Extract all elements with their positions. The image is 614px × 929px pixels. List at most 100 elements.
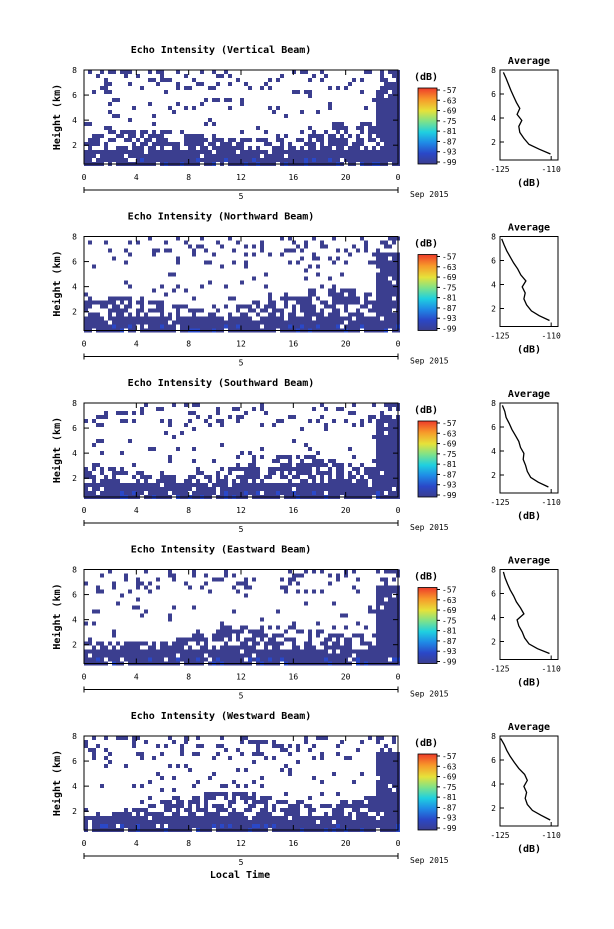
x-tick-label: 16	[289, 340, 299, 349]
average-frame	[499, 402, 559, 494]
colorbar-tick-label: -69	[442, 606, 457, 615]
colorbar-tick-label: -99	[442, 158, 457, 167]
average-x-tick-label: -110	[542, 165, 561, 174]
colorbar-unit: (dB)	[414, 405, 438, 416]
colorbar-unit: (dB)	[414, 72, 438, 83]
y-tick-label: 8	[72, 399, 77, 408]
colorbar	[417, 753, 438, 831]
colorbar-tick-label: -57	[442, 419, 457, 428]
y-tick-label: 8	[72, 233, 77, 242]
average-y-tick-label: 4	[491, 614, 496, 623]
average-profile-line	[501, 238, 550, 322]
average-y-tick-label: 8	[491, 566, 496, 575]
date-label: Sep 2015	[410, 690, 449, 699]
x-tick-label: 0	[82, 506, 87, 515]
x-tick-label: 0	[82, 839, 87, 848]
average-x-tick-label: -110	[542, 498, 561, 507]
x-tick-label: 0	[82, 340, 87, 349]
x-tick-label: 20	[341, 506, 351, 515]
y-tick-label: 2	[72, 807, 77, 816]
x-tick-label: 8	[186, 839, 191, 848]
panel-title: Echo Intensity (Southward Beam)	[128, 377, 315, 389]
colorbar-tick-label: -69	[442, 273, 457, 282]
average-y-tick-label: 8	[491, 66, 496, 75]
panel-title: Echo Intensity (Westward Beam)	[131, 710, 312, 722]
colorbar-tick-label: -57	[442, 586, 457, 595]
x-tick-label: 12	[236, 340, 246, 349]
day-label: 5	[239, 359, 244, 368]
x-tick-label: 8	[186, 673, 191, 682]
average-y-tick-label: 2	[491, 804, 496, 813]
day-label: 5	[239, 858, 244, 867]
average-y-tick-label: 2	[491, 138, 496, 147]
y-axis-label: Height (km)	[51, 583, 63, 649]
x-tick-label: 20	[341, 839, 351, 848]
average-y-tick-label: 6	[491, 90, 496, 99]
colorbar-tick-label: -63	[442, 596, 457, 605]
colorbar-tick-label: -99	[442, 491, 457, 500]
average-x-tick-label: -125	[490, 332, 509, 341]
x-tick-label: 20	[341, 173, 351, 182]
panel-3: Echo Intensity (Southward Beam)0 4 8 12 16 20…	[51, 377, 561, 534]
y-tick-label: 6	[72, 591, 77, 600]
colorbar-tick-label: -87	[442, 470, 457, 479]
x-tick-label: 0	[396, 839, 401, 848]
colorbar-tick-label: -63	[442, 96, 457, 105]
average-x-label: (dB)	[517, 511, 541, 522]
average-y-tick-label: 6	[491, 756, 496, 765]
colorbar-tick-label: -99	[442, 658, 457, 667]
colorbar-tick-label: -63	[442, 429, 457, 438]
x-tick-label: 16	[289, 673, 299, 682]
colorbar-tick-label: -81	[442, 460, 457, 469]
x-tick-label: 4	[134, 173, 139, 182]
x-tick-label: 16	[289, 839, 299, 848]
average-x-label: (dB)	[517, 178, 541, 189]
y-tick-label: 4	[72, 449, 77, 458]
y-tick-label: 6	[72, 757, 77, 766]
average-y-tick-label: 2	[491, 471, 496, 480]
colorbar-tick-label: -57	[442, 752, 457, 761]
average-y-tick-label: 8	[491, 233, 496, 242]
average-frame	[499, 69, 559, 161]
average-x-tick-label: -125	[490, 498, 509, 507]
day-label: 5	[239, 192, 244, 201]
y-tick-label: 4	[72, 283, 77, 292]
x-tick-label: 8	[186, 340, 191, 349]
x-tick-label: 12	[236, 673, 246, 682]
x-tick-label: 0	[396, 173, 401, 182]
colorbar-tick-label: -93	[442, 314, 457, 323]
y-tick-label: 4	[72, 616, 77, 625]
colorbar-unit: (dB)	[414, 738, 438, 749]
average-y-tick-label: 6	[491, 257, 496, 266]
y-tick-label: 6	[72, 424, 77, 433]
panel-2: Echo Intensity (Northward Beam)0 4 8 12 16 20…	[51, 211, 561, 368]
x-tick-label: 0	[82, 673, 87, 682]
average-title: Average	[508, 223, 550, 234]
day-label: 5	[239, 692, 244, 701]
date-label: Sep 2015	[410, 357, 449, 366]
x-tick-label: 12	[236, 173, 246, 182]
average-x-tick-label: -125	[490, 665, 509, 674]
x-tick-label: 0	[82, 173, 87, 182]
date-label: Sep 2015	[410, 523, 449, 532]
average-frame	[499, 735, 559, 827]
y-axis-label: Height (km)	[51, 750, 63, 816]
panel-5: Echo Intensity (Westward Beam) 0 4 8 12 16 20 0…	[51, 710, 561, 867]
average-y-tick-label: 4	[491, 447, 496, 456]
heatmap-cells	[84, 70, 400, 166]
x-tick-label: 4	[134, 673, 139, 682]
y-axis-label: Height (km)	[51, 84, 63, 150]
colorbar-tick-label: -87	[442, 803, 457, 812]
panel-1: Echo Intensity (Vertical Beam) 0 4 8 12 16 20 0…	[51, 44, 561, 201]
y-axis-label: Height (km)	[51, 250, 63, 316]
y-axis-label: Height (km)	[51, 417, 63, 483]
colorbar-tick-label: -75	[442, 783, 457, 792]
colorbar-tick-label: -69	[442, 440, 457, 449]
average-y-tick-label: 2	[491, 305, 496, 314]
y-tick-label: 8	[72, 566, 77, 575]
average-profile-line	[502, 571, 550, 655]
average-x-tick-label: -110	[542, 665, 561, 674]
average-profile-line	[501, 405, 549, 488]
y-tick-label: 4	[72, 116, 77, 125]
average-y-tick-label: 4	[491, 114, 496, 123]
